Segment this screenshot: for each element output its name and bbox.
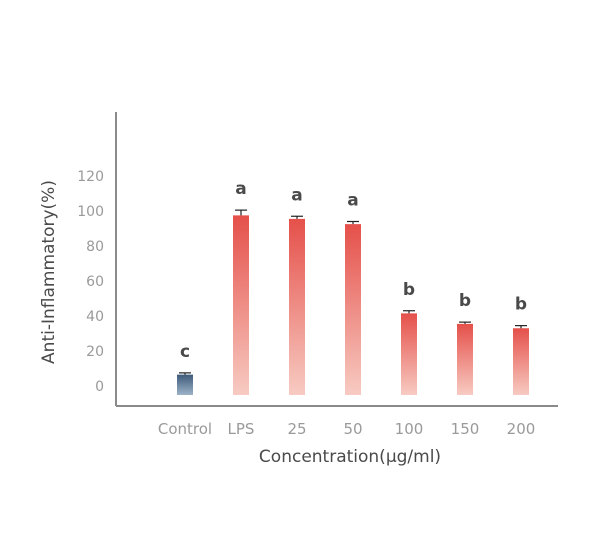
- bar: [177, 374, 193, 395]
- y-tick-label: 120: [77, 169, 104, 185]
- axes: [115, 112, 558, 407]
- significance-label: a: [347, 191, 358, 211]
- significance-label: b: [515, 295, 527, 315]
- y-tick-label: 40: [86, 309, 104, 325]
- x-axis-title: Concentration(μg/ml): [259, 447, 441, 467]
- y-tick-label: 60: [86, 274, 104, 290]
- bar: [289, 218, 305, 395]
- x-category-label: 150: [451, 420, 480, 438]
- x-category-label: 100: [395, 420, 424, 438]
- bar: [457, 323, 473, 395]
- x-category-label: 25: [287, 420, 306, 438]
- y-tick-label: 0: [95, 379, 104, 395]
- x-category-label: 200: [507, 420, 536, 438]
- significance-labels: c a a a b b b: [180, 179, 527, 362]
- bar: [513, 328, 529, 395]
- bars: [177, 215, 529, 395]
- x-category-label: 50: [343, 420, 362, 438]
- significance-label: b: [403, 280, 415, 300]
- bar: [345, 224, 361, 395]
- significance-label: a: [291, 185, 302, 205]
- x-category-label: LPS: [228, 420, 255, 438]
- y-axis-title: Anti-Inflammatory(%): [39, 180, 59, 364]
- y-tick-labels: 0 20 40 60 80 100 120: [77, 169, 104, 395]
- y-tick-label: 80: [86, 239, 104, 255]
- significance-label: c: [180, 342, 190, 362]
- x-category-label: Control: [158, 420, 212, 438]
- y-tick-label: 100: [77, 204, 104, 220]
- error-bars: [179, 209, 527, 375]
- significance-label: a: [235, 179, 246, 199]
- y-tick-label: 20: [86, 344, 104, 360]
- bar: [401, 313, 417, 395]
- bar: [233, 215, 249, 395]
- significance-label: b: [459, 291, 471, 311]
- x-category-labels: Control LPS 25 50 100 150 200: [158, 420, 535, 438]
